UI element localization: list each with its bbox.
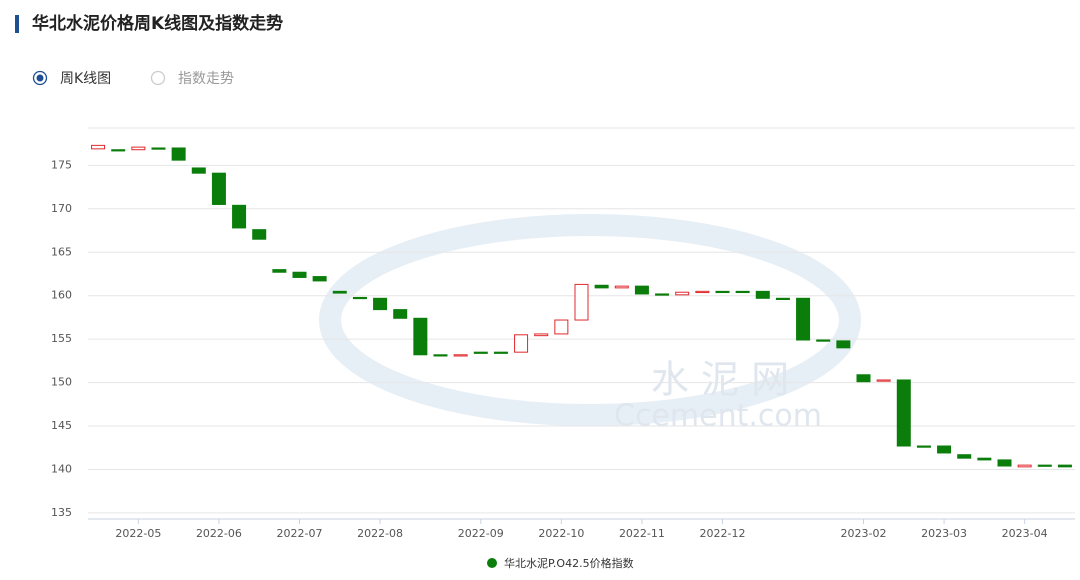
candle-body [977,457,992,461]
candle-body [655,293,670,296]
watermark-text: Ccement.com [614,399,822,434]
x-tick-label: 2022-05 [115,527,161,540]
candle-body [211,172,226,205]
candle-body [1017,464,1032,468]
x-tick-label: 2022-09 [458,527,504,540]
candle-body [151,147,166,150]
candle-body [836,340,851,349]
candle-body [373,297,388,311]
candle-body [252,229,267,240]
candle-body [1037,464,1052,467]
candle-body [715,290,730,294]
page-title: 华北水泥价格周K线图及指数走势 [32,13,283,34]
x-tick-label: 2023-04 [1002,527,1048,540]
candle-body [614,285,629,289]
candle-body [453,354,468,357]
candle-body [272,269,287,273]
x-tick-label: 2022-12 [700,527,746,540]
x-tick-label: 2022-11 [619,527,665,540]
candle-body [352,296,367,300]
y-tick-label: 145 [51,419,72,432]
y-tick-label: 175 [51,158,72,171]
candle-body [332,290,347,294]
radio-button[interactable] [150,70,166,86]
candle-body [111,149,126,152]
y-tick-label: 160 [51,289,72,302]
candle-body [957,454,972,459]
candle-body [876,379,891,382]
candle-body [473,351,488,354]
y-tick-label: 165 [51,245,72,258]
candle-body [433,354,448,357]
y-tick-label: 170 [51,202,72,215]
radio-dot [36,74,44,82]
candle-body [816,339,831,342]
candle-body [413,317,428,356]
candle-body [131,146,146,151]
candle-body [91,144,106,150]
x-tick-label: 2022-06 [196,527,242,540]
candle-body [493,351,508,354]
title-marker [15,15,19,33]
candle-body [634,285,649,295]
y-tick-label: 140 [51,462,72,475]
legend-label[interactable]: 华北水泥P.O42.5价格指数 [504,556,634,570]
watermark-ring [319,214,861,426]
x-tick-label: 2023-02 [841,527,887,540]
candle-body [695,290,710,294]
candle-body [735,290,750,294]
x-tick-label: 2023-03 [921,527,967,540]
y-tick-label: 135 [51,506,72,519]
watermark: 水 泥 网 Ccement.com [319,214,861,434]
candle-body [312,276,327,282]
x-tick-label: 2022-10 [538,527,584,540]
legend-marker[interactable] [487,558,497,568]
candle-body [574,283,589,321]
y-tick-label: 150 [51,376,72,389]
candle-body [191,167,206,174]
candle-body [755,290,770,299]
candle-body [997,459,1012,467]
tab-label[interactable]: 周K线图 [60,71,111,87]
candle-body [393,309,408,319]
candle-body [856,374,871,383]
y-tick-label: 155 [51,332,72,345]
candle-body [292,271,307,278]
tab-label[interactable]: 指数走势 [178,71,234,87]
candle-body [232,204,247,229]
x-tick-label: 2022-08 [357,527,403,540]
candle-body [675,291,690,296]
candle-body [775,297,790,301]
candle-body [796,297,811,341]
candle-body [534,333,549,337]
candle-body [554,319,569,335]
candle-body [916,445,931,448]
x-tick-label: 2022-07 [277,527,323,540]
watermark-text: 水 泥 网 [651,358,789,402]
candle-body [937,445,952,454]
candle-body [896,379,911,447]
candle-body [514,334,529,353]
candle-body [1057,464,1072,468]
candle-body [594,284,609,289]
candle-body [171,147,186,161]
